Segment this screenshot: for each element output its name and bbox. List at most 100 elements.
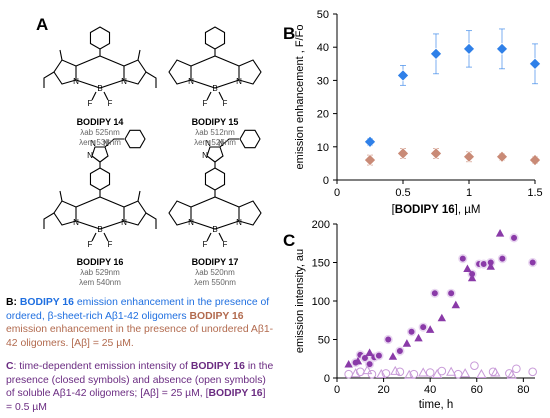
caption-b-text1: emission enhancement in the presence of … bbox=[6, 297, 270, 322]
atom-n-right: N bbox=[236, 77, 242, 86]
closed-circle-point bbox=[446, 288, 456, 298]
phenyl-ring bbox=[89, 167, 111, 191]
triazole-n2: N bbox=[90, 139, 96, 148]
x-tick-label: 1 bbox=[466, 187, 472, 199]
meso-bonds bbox=[75, 196, 125, 208]
atom-b: B bbox=[97, 84, 102, 93]
mol-em-17: λem 550nm bbox=[194, 278, 236, 287]
pyrrole-right bbox=[238, 59, 262, 85]
x-tick-label: 0.5 bbox=[395, 187, 410, 199]
y-tick-label: 10 bbox=[317, 142, 329, 154]
open-triangle-point bbox=[476, 368, 487, 379]
panel-a-letter: A bbox=[36, 15, 49, 34]
caption-c-text2: in the presence (closed symbols) and abs… bbox=[6, 361, 274, 400]
bf-bond-left bbox=[206, 91, 212, 101]
ordered-oligomer-point bbox=[529, 57, 541, 70]
atom-n-right: N bbox=[121, 77, 127, 86]
x-tick-label: 1.5 bbox=[527, 187, 542, 199]
mol-abs-17: λab 520nm bbox=[195, 268, 235, 277]
open-circle-point bbox=[512, 364, 521, 374]
closed-triangle-point bbox=[388, 352, 398, 360]
x-tick-label: 0 bbox=[334, 384, 340, 396]
closed-circle-point bbox=[395, 346, 405, 356]
caption-b: B: BODIPY 16 emission enhancement in the… bbox=[6, 296, 274, 350]
pyrrole-right bbox=[123, 200, 147, 226]
triazole-n2: N bbox=[205, 139, 211, 148]
caption-c-bold: BODIPY 16 bbox=[190, 361, 245, 372]
bf-bond-right bbox=[103, 232, 109, 242]
closed-circle-point bbox=[360, 353, 370, 363]
pyrrole-left bbox=[168, 59, 192, 85]
bodipy-structure-14: N N BF F bbox=[43, 26, 157, 108]
open-triangle-point bbox=[376, 368, 387, 379]
bf-bond-right bbox=[103, 91, 109, 101]
caption-c-text3: ] = 0.5 µM bbox=[6, 388, 266, 413]
y-tick-label: 30 bbox=[317, 75, 329, 87]
triazole-n3: N bbox=[218, 139, 224, 148]
ordered-oligomer-point bbox=[463, 42, 475, 55]
x-tick-label: 20 bbox=[377, 384, 389, 396]
closed-circle-point bbox=[406, 327, 417, 337]
x-tick-label: 60 bbox=[471, 384, 483, 396]
atom-f-right: F bbox=[108, 240, 113, 249]
methyl-left bbox=[59, 190, 63, 202]
bf-bond-left bbox=[91, 232, 97, 242]
unordered-oligomer-point bbox=[496, 150, 508, 163]
open-triangle-point bbox=[390, 365, 401, 375]
benzyl-bond bbox=[104, 138, 124, 148]
pyrrole-left bbox=[168, 200, 192, 226]
triazole-ring bbox=[91, 146, 109, 163]
closed-circle-point bbox=[383, 334, 393, 345]
mol-em-15: λem 525nm bbox=[194, 138, 236, 147]
caption-b-brown: BODIPY 16 bbox=[189, 310, 244, 322]
x-tick-label: 0 bbox=[334, 187, 340, 199]
open-triangle-point bbox=[490, 367, 501, 377]
mol-name-15: BODIPY 15 bbox=[191, 117, 239, 127]
closed-triangle-point bbox=[365, 348, 374, 356]
phenyl-ring bbox=[204, 26, 226, 50]
atom-f-left: F bbox=[203, 99, 208, 108]
closed-triangle-point bbox=[344, 359, 353, 368]
panel-c-letter: C bbox=[283, 231, 296, 250]
meso-bonds bbox=[190, 55, 240, 67]
triazole-n1: N bbox=[202, 151, 208, 160]
unordered-oligomer-point bbox=[430, 147, 442, 160]
mol-em-16: λem 540nm bbox=[79, 278, 121, 287]
atom-f-left: F bbox=[203, 240, 208, 249]
y-axis-label: emission intensity, au bbox=[294, 249, 306, 353]
closed-triangle-point bbox=[467, 273, 477, 282]
closed-circle-point bbox=[509, 233, 519, 243]
closed-circle-point bbox=[430, 288, 440, 298]
y-tick-label: 150 bbox=[312, 258, 330, 270]
ordered-oligomer-point bbox=[496, 42, 508, 55]
benzyl-ring bbox=[124, 129, 146, 149]
ethyl-right bbox=[145, 212, 157, 229]
benzyl-bond bbox=[219, 138, 239, 148]
x-tick-label: 80 bbox=[517, 384, 529, 396]
open-triangle-point bbox=[418, 367, 429, 377]
y-tick-label: 100 bbox=[312, 296, 330, 308]
closed-triangle-point bbox=[353, 356, 363, 365]
boron-bonds bbox=[75, 79, 125, 89]
atom-b: B bbox=[212, 225, 217, 234]
atom-b: B bbox=[97, 225, 102, 234]
unordered-oligomer-point bbox=[364, 154, 376, 167]
mol-abs-15: λab 512nm bbox=[195, 128, 235, 137]
y-axis-label: emission enhancement , F/Fo bbox=[294, 25, 306, 170]
closed-circle-point bbox=[497, 254, 507, 264]
boron-bonds bbox=[190, 79, 240, 89]
atom-n-right: N bbox=[121, 218, 127, 227]
caption-b-label: B: bbox=[6, 297, 17, 308]
closed-triangle-point bbox=[451, 300, 460, 309]
closed-triangle-point bbox=[495, 229, 505, 237]
closed-triangle-point bbox=[463, 264, 472, 273]
closed-triangle-point bbox=[486, 262, 495, 270]
y-tick-label: 50 bbox=[318, 335, 330, 347]
bf-bond-right bbox=[218, 232, 224, 242]
ordered-oligomer-point bbox=[397, 69, 409, 82]
atom-f-left: F bbox=[88, 240, 93, 249]
pyrrole-right bbox=[123, 59, 147, 85]
mol-name-16: BODIPY 16 bbox=[76, 257, 124, 267]
ordered-oligomer-point bbox=[430, 47, 442, 60]
methyl-right bbox=[137, 190, 141, 202]
